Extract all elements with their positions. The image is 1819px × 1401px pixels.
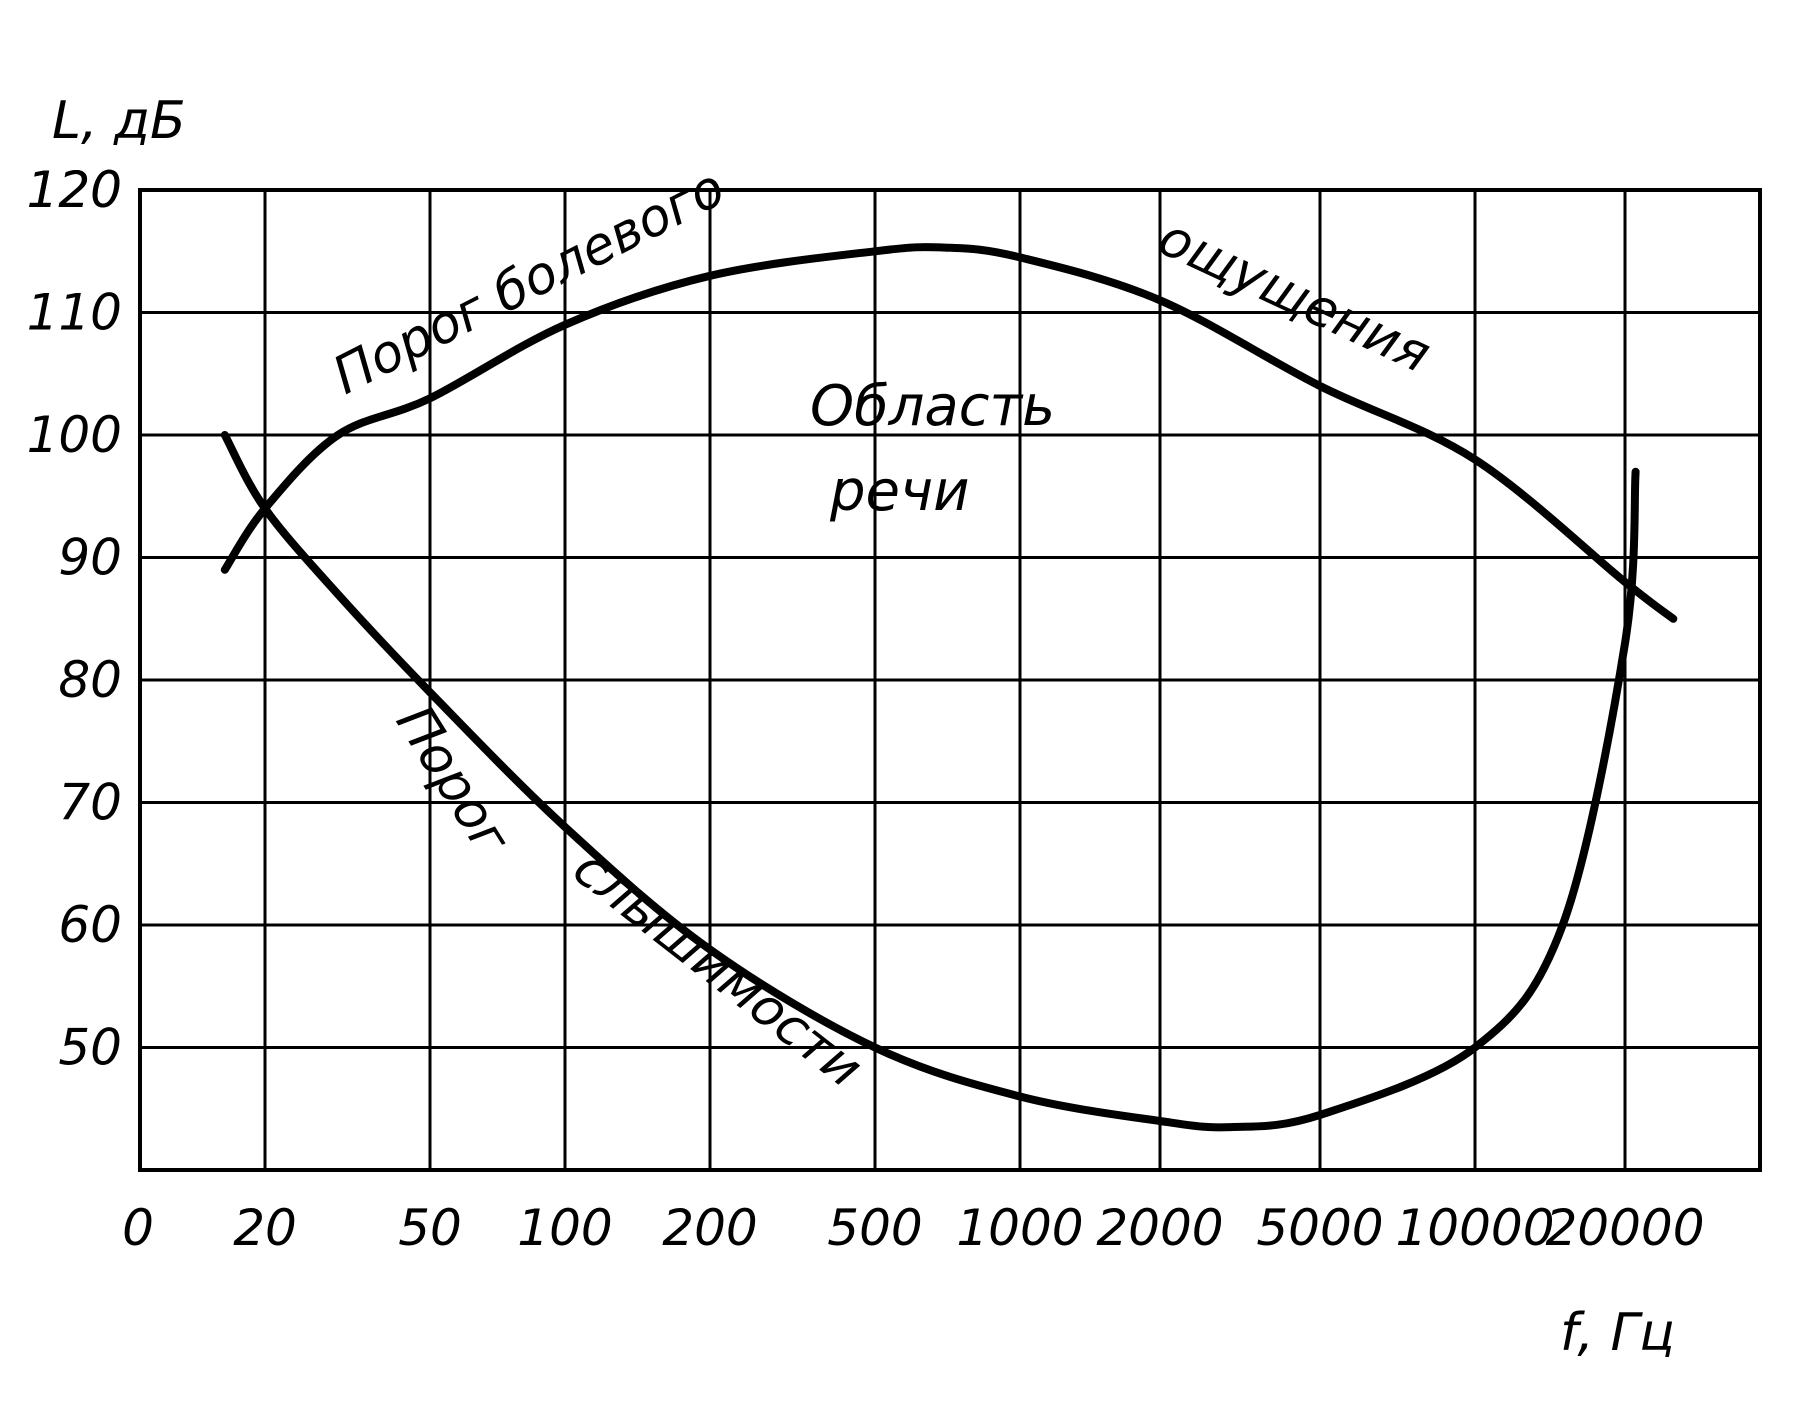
x-tick-label: 200 [662,1199,757,1257]
speech-region-label-1: Область [810,374,1055,439]
y-tick-label: 120 [27,161,122,219]
y-tick-label: 110 [27,284,122,342]
x-tick-label: 50 [398,1199,462,1257]
plot-frame [138,188,1762,1172]
x-tick-label: 20 [233,1199,297,1257]
x-tick-label: 10000 [1395,1199,1554,1257]
pain-threshold-label-2: ощущения [1150,207,1440,385]
x-tick-label: 5000 [1256,1199,1383,1257]
y-tick-label: 80 [58,651,122,709]
x-tick-label: 2000 [1096,1199,1223,1257]
x-axis-title: f, Гц [1560,1303,1675,1363]
y-tick-label: 60 [58,896,122,954]
y-axis-title: L, дБ [52,91,186,151]
curves [220,243,1678,1132]
chart-grid [140,190,1760,1170]
x-tick-label: 1000 [956,1199,1083,1257]
x-tick-label: 500 [827,1199,922,1257]
x-tick-label: 0 [122,1199,154,1257]
speech-region-label-2: речи [829,459,969,524]
hearing-threshold-curve [220,431,1640,1132]
y-tick-label: 100 [27,406,122,464]
y-tick-label: 70 [58,774,122,832]
y-tick-label: 90 [58,529,122,587]
x-tick-label: 20000 [1545,1199,1704,1257]
hearing-threshold-label-2: слышимости [562,838,873,1100]
x-tick-label: 100 [517,1199,612,1257]
y-tick-label: 50 [58,1019,122,1077]
y-tick-label: 120 [27,161,122,219]
pain-threshold-curve [220,243,1678,623]
